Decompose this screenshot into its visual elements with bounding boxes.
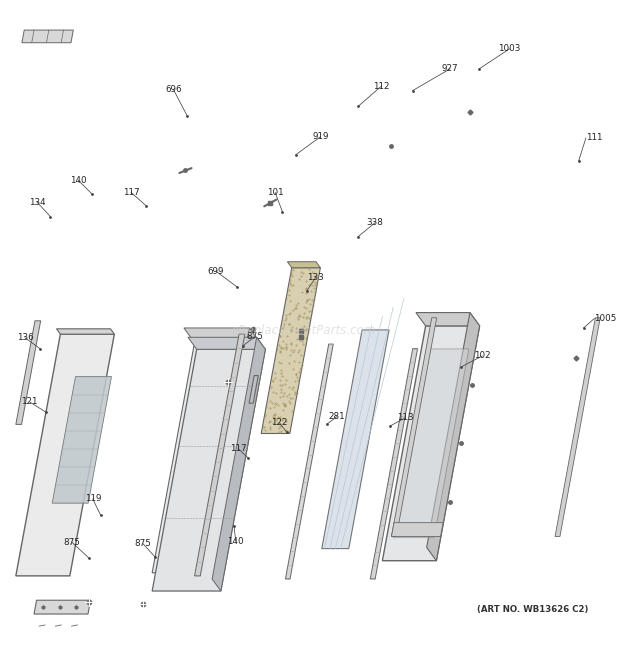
Polygon shape [195,334,245,576]
Text: 134: 134 [29,198,45,206]
Text: 875: 875 [135,539,151,548]
Polygon shape [16,334,114,576]
Text: 281: 281 [329,412,345,421]
Text: 140: 140 [228,537,244,546]
Text: 136: 136 [17,333,33,342]
Text: 113: 113 [397,413,414,422]
Text: 121: 121 [22,397,38,407]
Text: 1005: 1005 [595,314,617,323]
Polygon shape [34,600,91,614]
Text: 699: 699 [208,266,224,276]
Polygon shape [288,262,321,268]
Text: 117: 117 [230,444,247,453]
Polygon shape [391,523,443,537]
Polygon shape [152,349,265,591]
Text: 927: 927 [442,64,459,73]
Polygon shape [152,342,260,573]
Polygon shape [212,337,265,591]
Polygon shape [22,30,73,43]
Polygon shape [56,329,114,334]
Text: 133: 133 [308,273,324,282]
Polygon shape [249,375,259,403]
Text: 1003: 1003 [498,44,521,54]
Polygon shape [391,318,436,537]
Text: 111: 111 [586,134,603,142]
Text: eReplacementParts.com: eReplacementParts.com [231,324,376,337]
Text: 140: 140 [70,176,87,185]
Polygon shape [207,328,260,573]
Text: 119: 119 [84,494,101,504]
Polygon shape [261,268,321,434]
Polygon shape [322,330,389,549]
Polygon shape [391,0,443,3]
Polygon shape [16,321,41,424]
Polygon shape [416,313,480,326]
Polygon shape [52,377,112,503]
Polygon shape [188,337,265,349]
Text: 112: 112 [373,82,389,91]
Text: 875: 875 [247,332,264,341]
Text: 117: 117 [123,188,140,197]
Text: 919: 919 [312,132,329,141]
Polygon shape [555,318,600,537]
Polygon shape [184,328,260,342]
Text: 102: 102 [474,352,490,360]
Polygon shape [393,349,469,537]
Text: 101: 101 [267,188,283,197]
Text: (ART NO. WB13626 C2): (ART NO. WB13626 C2) [477,605,588,613]
Polygon shape [285,344,334,579]
Polygon shape [427,313,480,561]
Text: 338: 338 [366,218,384,227]
Polygon shape [370,348,418,579]
Polygon shape [383,326,480,561]
Text: 696: 696 [165,85,182,94]
Text: 122: 122 [271,418,288,427]
Text: 875: 875 [64,538,81,547]
